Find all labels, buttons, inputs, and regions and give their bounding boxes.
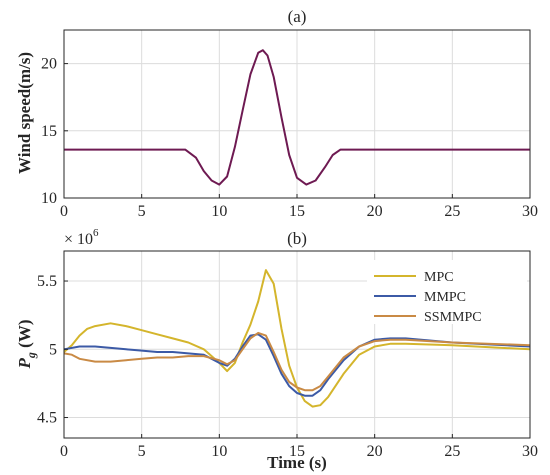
panel-b-series [63, 269, 531, 408]
panel-b-xtick-label: 5 [138, 443, 146, 460]
ylabel-unit: (W) [15, 320, 34, 353]
panel-a-ytick-label: 15 [41, 123, 57, 140]
ylabel-sub: g [24, 352, 38, 359]
panel-a-grid [63, 30, 531, 199]
panel-a-title: (a) [288, 7, 307, 26]
panel-a-xtick-label: 10 [211, 203, 227, 220]
panel-b-xtick-label: 25 [444, 443, 460, 460]
panel-b: (b) × 106 0 5 10 15 20 25 30 4.5 5 5.5 Pg (W) Tim… [15, 227, 538, 472]
panel-b-xtick-label: 30 [522, 443, 538, 460]
exponent-power: 6 [93, 227, 99, 239]
panel-a-series [64, 49, 530, 186]
panel-a-xtick-label: 20 [367, 203, 383, 220]
panel-b-xtick-label: 10 [211, 443, 227, 460]
panel-a-xtick-label: 15 [289, 203, 305, 220]
panel-b-ytick-label: 4.5 [37, 410, 57, 427]
ssmmpc-line [63, 331, 531, 392]
panel-a-ylabel: Wind speed(m/s) [15, 52, 34, 174]
panel-b-xlabel: Time (s) [267, 453, 327, 472]
panel-a-xtick-label: 30 [522, 203, 538, 220]
exponent-base: × 10 [64, 231, 93, 248]
panel-a-ticks: 0 5 10 15 20 25 30 10 15 20 [41, 56, 538, 220]
legend-box [367, 260, 527, 324]
panel-b-ticks: 0 5 10 15 20 25 30 4.5 5 5.5 [37, 273, 538, 460]
ylabel-main: P [15, 357, 34, 369]
panel-a-xtick-label: 5 [138, 203, 146, 220]
panel-b-title: (b) [287, 229, 307, 248]
panel-a-xtick-label: 25 [444, 203, 460, 220]
legend-label-ssmmpc: SSMMPC [424, 310, 482, 325]
panel-b-ytick-label: 5 [49, 341, 57, 358]
panel-a-xtick-label: 0 [60, 203, 68, 220]
panel-b-xtick-label: 0 [60, 443, 68, 460]
mpc-line [63, 269, 531, 408]
panel-a-ytick-label: 20 [41, 56, 57, 73]
legend: MPC MMPC SSMMPC [367, 260, 527, 325]
legend-label-mmpc: MMPC [424, 290, 466, 305]
panel-b-ytick-label: 5.5 [37, 273, 57, 290]
panel-a: (a) 0 5 10 15 20 25 30 10 15 20 Wind speed(m/s) [15, 7, 538, 220]
panel-b-exponent: × 106 [64, 227, 99, 248]
panel-b-ylabel: Pg (W) [15, 320, 38, 370]
panel-b-xtick-label: 15 [289, 443, 305, 460]
panel-b-xtick-label: 20 [367, 443, 383, 460]
panel-a-ytick-label: 10 [41, 190, 57, 207]
wind-speed-line [64, 49, 530, 186]
legend-label-mpc: MPC [424, 270, 454, 285]
